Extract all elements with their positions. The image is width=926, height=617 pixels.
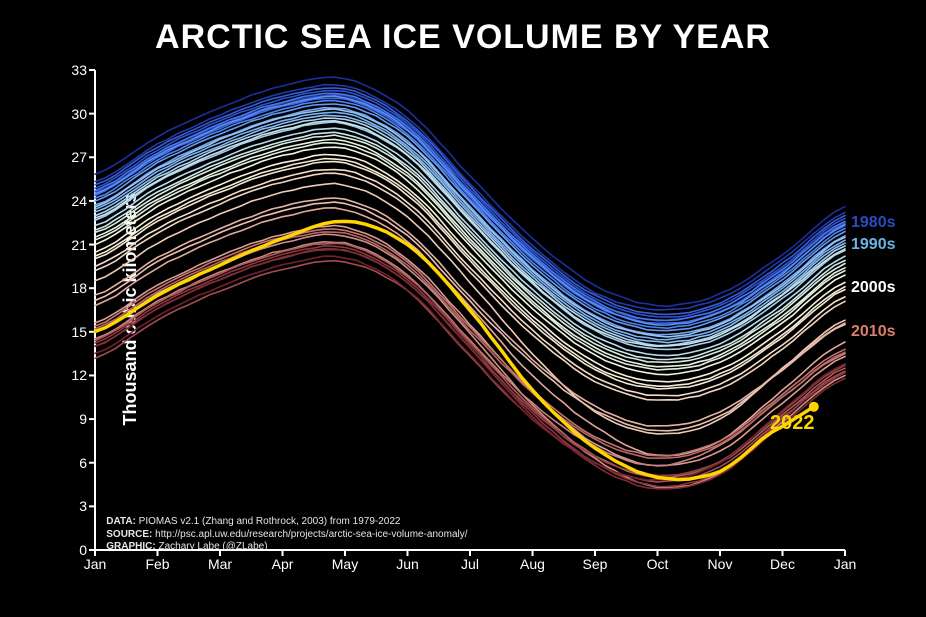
series-line [95,243,845,477]
y-tick-label: 33 [71,62,87,78]
plot-area: 03691215182124273033 JanFebMarAprMayJunJ… [95,70,845,550]
chart-title: ARCTIC SEA ICE VOLUME BY YEAR [0,18,926,57]
y-tick-label: 15 [71,324,87,340]
decade-label: 1980s [851,214,896,232]
x-tick-label: Apr [272,556,294,572]
highlight-series-line [95,221,814,479]
x-tick-label: Jan [834,556,857,572]
x-tick-label: May [332,556,358,572]
y-tick-label: 12 [71,367,87,383]
series-lines [95,70,845,550]
x-tick-label: Dec [770,556,795,572]
highlight-end-marker [809,402,819,412]
y-tick-label: 27 [71,149,87,165]
x-tick-label: Aug [520,556,545,572]
highlight-year-label: 2022 [770,412,815,435]
y-tick-label: 24 [71,193,87,209]
x-tick-label: Jun [396,556,419,572]
x-tick-label: Nov [708,556,733,572]
decade-label: 2000s [851,279,896,297]
decade-label: 1990s [851,236,896,254]
credit-line: DATA: PIOMAS v2.1 (Zhang and Rothrock, 2… [106,516,467,529]
y-tick-label: 3 [79,498,87,514]
y-tick-label: 21 [71,237,87,253]
y-tick-label: 6 [79,455,87,471]
y-tick-label: 9 [79,411,87,427]
decade-label: 2010s [851,323,896,341]
x-tick-label: Jan [84,556,107,572]
chart-container: ARCTIC SEA ICE VOLUME BY YEAR Thousand c… [0,0,926,617]
credits-block: DATA: PIOMAS v2.1 (Zhang and Rothrock, 2… [106,516,467,554]
credit-line: GRAPHIC: Zachary Labe (@ZLabe) [106,541,467,554]
y-tick-label: 18 [71,280,87,296]
x-tick-label: Oct [647,556,669,572]
y-tick-label: 30 [71,106,87,122]
x-tick-label: Jul [461,556,479,572]
x-tick-label: Sep [583,556,608,572]
x-tick-label: Mar [208,556,232,572]
x-tick-label: Feb [145,556,169,572]
credit-line: SOURCE: http://psc.apl.uw.edu/research/p… [106,529,467,542]
